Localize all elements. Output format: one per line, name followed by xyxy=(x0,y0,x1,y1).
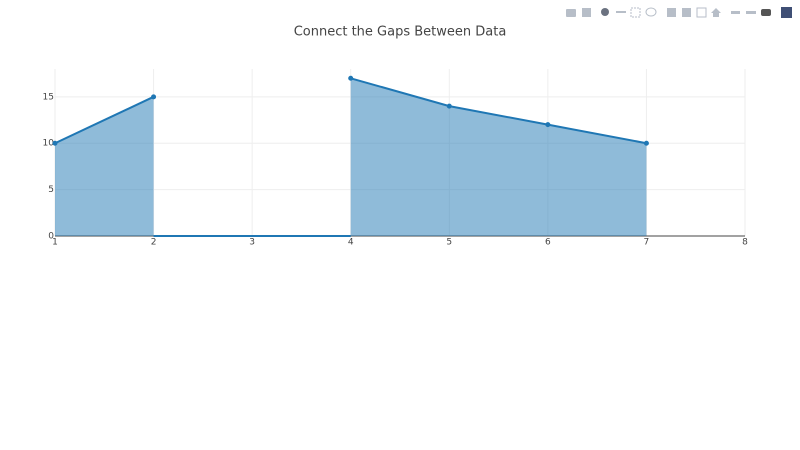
zoom-button[interactable] xyxy=(601,8,609,16)
save-button[interactable] xyxy=(582,8,591,17)
area-fill xyxy=(55,96,154,236)
y-tick-label: 10 xyxy=(43,139,55,149)
zoom-in-button[interactable] xyxy=(667,8,676,17)
y-tick-label: 15 xyxy=(43,92,54,102)
x-tick-label: 8 xyxy=(742,238,748,248)
area-fill xyxy=(350,78,647,237)
lasso-button[interactable] xyxy=(645,7,657,17)
autoscale-button[interactable] xyxy=(696,7,707,18)
plotly-logo[interactable] xyxy=(781,7,792,18)
y-tick-label: 0 xyxy=(48,232,54,242)
point xyxy=(52,140,58,146)
y-tick-label: 5 xyxy=(48,185,54,195)
hover-closest-button[interactable] xyxy=(746,11,756,14)
modebar xyxy=(566,7,792,18)
x-tick-label: 2 xyxy=(151,238,157,248)
zoom-out-button[interactable] xyxy=(682,8,691,17)
x-tick-label: 5 xyxy=(446,238,452,248)
x-tick-label: 1 xyxy=(52,238,58,248)
point xyxy=(643,140,649,146)
point xyxy=(545,122,551,128)
x-tick-label: 4 xyxy=(348,238,354,248)
area-line xyxy=(54,77,647,145)
camera-button[interactable] xyxy=(566,9,576,17)
select-button[interactable] xyxy=(630,7,641,18)
x-tick-label: 7 xyxy=(644,238,650,248)
x-tick-label: 3 xyxy=(249,238,255,248)
point xyxy=(151,94,157,100)
chart-title: Connect the Gaps Between Data xyxy=(294,25,507,40)
x-tick-label: 6 xyxy=(545,238,551,248)
pan-button[interactable] xyxy=(616,11,626,13)
point xyxy=(446,103,452,109)
point xyxy=(348,75,354,81)
reset-button[interactable] xyxy=(711,8,721,17)
hover-compare-button[interactable] xyxy=(761,9,771,16)
spike-button[interactable] xyxy=(731,11,740,14)
